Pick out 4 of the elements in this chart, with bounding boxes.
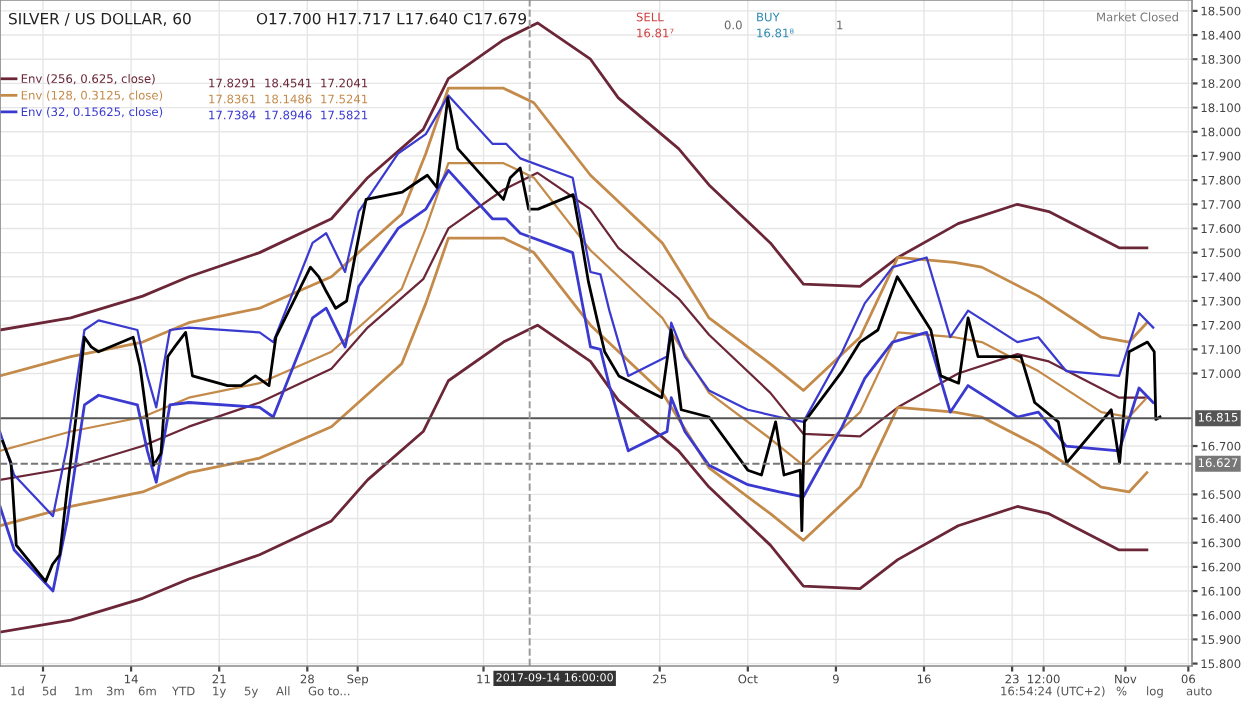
line-series	[0, 169, 1155, 593]
line-series	[0, 236, 1149, 542]
line-series	[0, 86, 1149, 392]
line-series	[0, 323, 1149, 634]
